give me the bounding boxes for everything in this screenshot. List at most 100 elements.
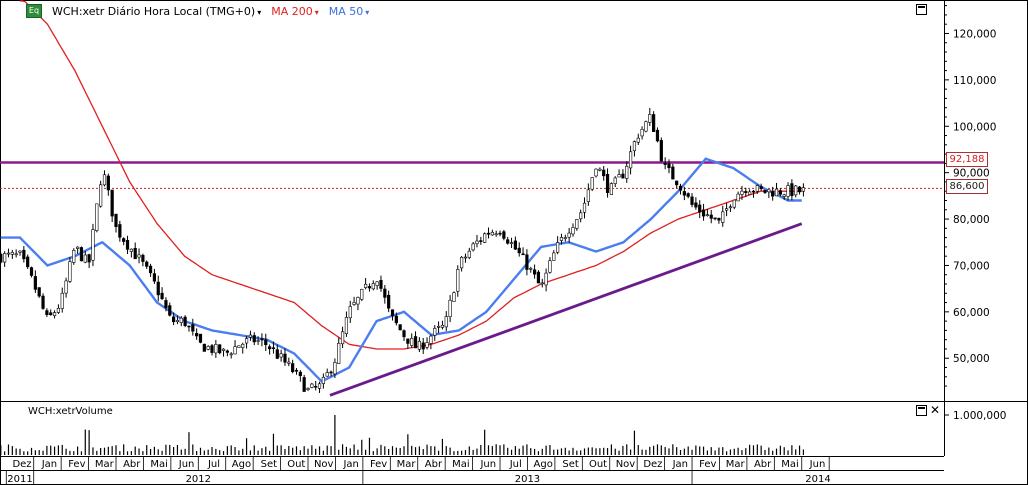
month-label: Mai xyxy=(150,459,168,470)
candle xyxy=(340,331,345,345)
month-label: Abr xyxy=(754,459,772,470)
candle xyxy=(133,247,137,260)
candle xyxy=(652,114,656,132)
maximize-price-pane-button[interactable] xyxy=(916,4,927,15)
candle xyxy=(429,335,433,344)
ticker-label[interactable]: WCH:xetr Diário Hora Local (TMG+0) ▾ xyxy=(52,4,262,18)
candle xyxy=(663,162,667,165)
candle xyxy=(356,297,360,305)
candle xyxy=(586,189,590,202)
candle xyxy=(210,345,214,353)
candle xyxy=(294,369,299,372)
candle xyxy=(118,224,122,238)
candle xyxy=(767,189,771,193)
candle xyxy=(233,346,237,355)
candle xyxy=(29,267,34,276)
candle xyxy=(390,309,395,317)
ma50-label[interactable]: MA 50 ▾ xyxy=(328,4,370,18)
candle xyxy=(298,371,302,377)
ma200-label[interactable]: MA 200 ▾ xyxy=(271,4,319,18)
volume-pane[interactable]: 1.000,000 xyxy=(0,410,1007,455)
maximize-volume-pane-button[interactable] xyxy=(916,405,927,416)
candle xyxy=(179,317,183,323)
candle xyxy=(728,206,733,209)
candle xyxy=(6,252,11,255)
candle xyxy=(371,283,375,290)
candle xyxy=(621,173,625,179)
candle xyxy=(3,253,7,263)
candle xyxy=(744,191,748,194)
year-label: 2012 xyxy=(186,474,211,485)
time-x-axis: Dez Jan Fev Mar Abr Mai Jun Jul Ago Set Out Nov Jan F… xyxy=(5,457,831,485)
candle xyxy=(421,342,425,350)
candle xyxy=(394,315,398,324)
price-pane[interactable] xyxy=(0,0,944,397)
candle xyxy=(794,185,798,196)
candle xyxy=(195,333,199,337)
candle xyxy=(172,316,176,323)
candle xyxy=(460,257,464,269)
candle xyxy=(571,227,575,235)
candle xyxy=(602,169,606,177)
candle xyxy=(686,193,690,197)
candle xyxy=(398,324,402,331)
candle xyxy=(122,238,126,242)
candle xyxy=(137,254,141,258)
candle xyxy=(755,185,759,192)
candle xyxy=(129,248,133,252)
candle xyxy=(152,273,157,282)
candle xyxy=(148,265,153,274)
candle xyxy=(590,177,594,190)
candle xyxy=(521,253,525,256)
month-label: Set xyxy=(261,459,278,470)
month-label: Abr xyxy=(425,459,443,470)
candle xyxy=(291,363,295,373)
y-tick-label: 80,000 xyxy=(953,214,990,226)
candle xyxy=(494,233,498,236)
candle xyxy=(509,242,514,244)
candle xyxy=(675,180,679,186)
close-volume-pane-icon[interactable]: ✕ xyxy=(930,403,941,417)
candle xyxy=(479,240,483,242)
candle xyxy=(483,233,487,243)
y-tick-label: 90,000 xyxy=(953,168,990,180)
candle xyxy=(402,330,406,338)
candle xyxy=(106,175,110,191)
candle xyxy=(801,187,806,192)
equity-badge: Eq xyxy=(26,4,42,18)
month-label: Jun xyxy=(809,459,826,470)
candle xyxy=(506,239,510,244)
candle xyxy=(352,302,356,305)
candle xyxy=(579,212,583,220)
candle xyxy=(102,174,107,186)
candle xyxy=(241,343,245,348)
candle xyxy=(782,194,786,197)
candle xyxy=(252,335,256,343)
month-label: Fev xyxy=(68,459,85,470)
candle xyxy=(187,325,191,328)
candle xyxy=(732,199,736,208)
month-label: Mar xyxy=(397,459,417,470)
candle xyxy=(306,388,310,390)
candle xyxy=(682,191,686,196)
ma200-line xyxy=(20,0,802,350)
month-label: Dez xyxy=(643,459,662,470)
candle xyxy=(678,185,683,191)
candle xyxy=(529,268,533,270)
candle xyxy=(383,288,387,298)
candle xyxy=(552,252,556,261)
candle xyxy=(763,189,767,193)
candle xyxy=(387,294,391,309)
candle xyxy=(598,168,602,171)
candle xyxy=(164,300,168,308)
month-label: Mai xyxy=(781,459,799,470)
candle xyxy=(456,269,460,292)
candle xyxy=(567,232,571,238)
candle xyxy=(175,320,180,323)
month-label: Out xyxy=(287,459,305,470)
month-label: Ago xyxy=(534,459,553,470)
last-price-tag: 86,600 xyxy=(946,179,988,194)
candle xyxy=(214,344,218,354)
candle xyxy=(183,316,187,326)
candle xyxy=(659,140,663,162)
